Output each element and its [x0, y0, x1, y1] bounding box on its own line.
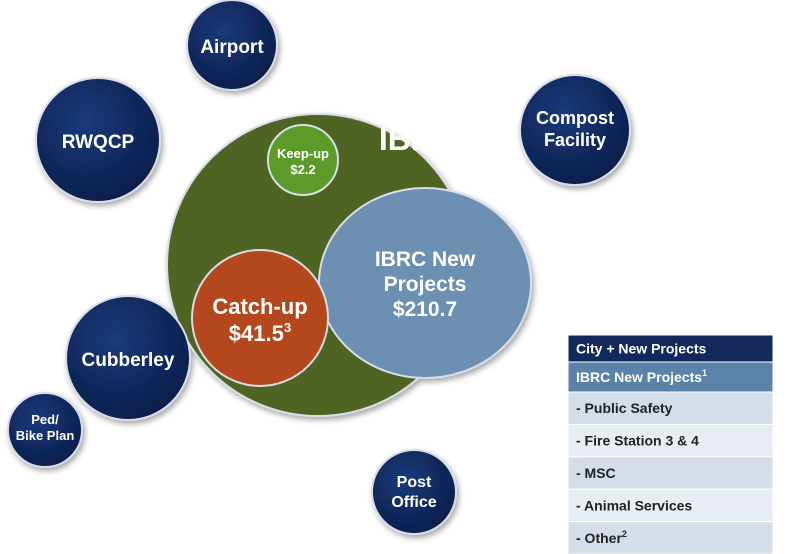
table-cell-text: - Other: [576, 530, 622, 546]
node-label-line: Office: [391, 494, 436, 511]
table-cell: IBRC New Projects1: [576, 368, 707, 385]
table-cell: City + New Projects: [576, 341, 707, 357]
node-label: $210.7: [393, 298, 457, 321]
table-row: [567, 361, 774, 393]
node-label-line: Facility: [544, 130, 606, 150]
table-cell-text: City + New Projects: [576, 341, 707, 357]
superscript: 2: [622, 529, 627, 539]
superscript: 3: [284, 320, 291, 335]
table-cell-text: - Fire Station 3 & 4: [576, 433, 699, 449]
ped-bike-circle: [7, 392, 83, 468]
node-label-line: Keep-up: [277, 146, 329, 161]
node-label-line: $41.5: [229, 321, 284, 346]
table-cell-text: - Public Safety: [576, 400, 673, 416]
table-cell: - MSC: [576, 465, 616, 481]
node-label-line: Compost: [536, 108, 614, 128]
node-label-line: Ped/: [31, 412, 59, 427]
node-label: Ped/: [31, 412, 59, 427]
node-label: $2.2: [290, 162, 315, 177]
node-label-line: RWQCP: [62, 132, 135, 153]
node-label: Facility: [544, 130, 606, 150]
table-cell-text: - Animal Services: [576, 497, 692, 513]
node-label: Keep-up: [277, 146, 329, 161]
node-label-line: Catch-up: [212, 294, 307, 319]
node-label-line: Cubberley: [82, 350, 175, 371]
keep-up-circle: [267, 124, 339, 196]
node-label-line: Projects: [384, 273, 467, 296]
node-label: Projects: [384, 273, 467, 296]
table-cell: - Other2: [576, 529, 627, 546]
table-cell: - Public Safety: [576, 400, 673, 416]
node-label: Cubberley: [82, 350, 175, 371]
table-cell: - Animal Services: [576, 497, 692, 513]
compost-circle: [519, 74, 631, 186]
superscript: 1: [702, 368, 707, 378]
table-row: [567, 521, 774, 554]
node-label-line: $210.7: [393, 298, 457, 321]
cubberley-circle: [65, 295, 191, 421]
node-label: IBRC: [379, 121, 457, 157]
node-label-line: Airport: [200, 37, 264, 58]
post-office-circle: [371, 449, 457, 535]
table-cell-text: IBRC New Projects: [576, 369, 702, 385]
node-label-line: IBRC New: [375, 248, 476, 271]
table-row: [567, 391, 774, 425]
node-label: Airport: [200, 37, 264, 58]
node-label: Office: [391, 494, 436, 511]
node-label-line: Bike Plan: [16, 428, 75, 443]
node-label: RWQCP: [62, 132, 135, 153]
table-cell: - Fire Station 3 & 4: [576, 433, 699, 449]
rwqcp-circle: [35, 77, 161, 203]
airport-circle: [186, 0, 278, 91]
table-row: [567, 334, 774, 363]
legend-table: City + New Projects IBRC New Projects1 - P…: [567, 334, 774, 554]
node-label: Post: [397, 474, 432, 491]
table-row: [567, 423, 774, 458]
node-label: IBRC New: [375, 248, 476, 271]
node-label: $41.53: [229, 320, 291, 346]
node-label: Catch-up: [212, 294, 307, 319]
table-cell-text: - MSC: [576, 465, 616, 481]
node-label-line: IBRC: [379, 121, 457, 157]
node-label: Bike Plan: [16, 428, 75, 443]
node-label: Compost: [536, 108, 614, 128]
node-label-line: $2.2: [290, 162, 315, 177]
catch-up-circle: [191, 249, 329, 387]
table-row: [567, 456, 774, 490]
table-row: [567, 488, 774, 523]
node-label-line: Post: [397, 474, 432, 491]
